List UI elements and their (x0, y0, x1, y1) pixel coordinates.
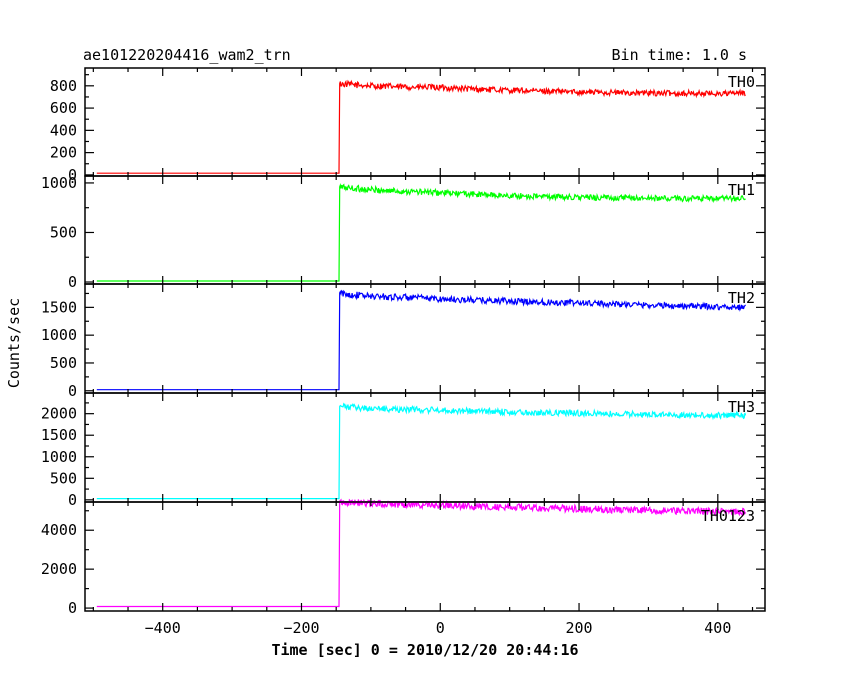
panel-label: TH1 (728, 181, 755, 199)
y-tick-label: 500 (50, 354, 77, 372)
series-line-th0123 (96, 498, 747, 608)
y-tick-label: 0 (68, 382, 77, 400)
panel-label: TH2 (728, 289, 755, 307)
panels-group: 0 200 400 600 800 TH0 0 500 1000 TH1 0 500 1000 1500 T… (41, 67, 766, 637)
bin-time-label: Bin time: 1.0 s (612, 46, 747, 64)
x-tick-label: 200 (565, 619, 592, 637)
panel-th1: 0 500 1000 TH1 (41, 174, 766, 291)
y-tick-label: 0 (68, 166, 77, 184)
panel-th3: 0 500 1000 1500 2000 TH3 (41, 392, 766, 509)
y-tick-label: 1500 (41, 426, 77, 444)
y-tick-label: 800 (50, 77, 77, 95)
chart-title: ae101220204416_wam2_trn (83, 46, 291, 64)
x-tick-label: −200 (283, 619, 319, 637)
y-tick-label: 0 (68, 599, 77, 617)
y-tick-label: 0 (68, 273, 77, 291)
y-tick-label: 500 (50, 469, 77, 487)
panel-th0: 0 200 400 600 800 TH0 (50, 67, 766, 184)
y-tick-label: 0 (68, 491, 77, 509)
panel-th0123: 0 2000 4000 TH0123 (41, 498, 766, 617)
y-tick-label: 1000 (41, 448, 77, 466)
y-tick-label: 500 (50, 223, 77, 241)
panel-frame (84, 501, 766, 612)
y-tick-label: 2000 (41, 405, 77, 423)
y-tick-label: 4000 (41, 521, 77, 539)
x-axis-label: Time [sec] 0 = 2010/12/20 20:44:16 (271, 641, 578, 659)
series-line-th3 (96, 402, 747, 500)
y-tick-label: 2000 (41, 560, 77, 578)
series-line-th2 (96, 289, 747, 391)
y-tick-label: 400 (50, 121, 77, 139)
panel-label: TH0 (728, 73, 755, 91)
y-tick-label: 1000 (41, 174, 77, 192)
panel-label: TH0123 (701, 507, 755, 525)
y-tick-label: 1000 (41, 326, 77, 344)
panel-label: TH3 (728, 398, 755, 416)
panel-th2: 0 500 1000 1500 TH2 (41, 283, 766, 400)
y-tick-label: 200 (50, 144, 77, 162)
panel-frame (84, 283, 766, 394)
y-tick-label: 600 (50, 99, 77, 117)
x-tick-label: 0 (436, 619, 445, 637)
x-tick-label: 400 (704, 619, 731, 637)
x-tick-label: −400 (145, 619, 181, 637)
y-tick-label: 1500 (41, 298, 77, 316)
series-line-th1 (96, 182, 746, 282)
y-axis-label: Counts/sec (5, 298, 23, 388)
series-line-th0 (96, 79, 746, 174)
